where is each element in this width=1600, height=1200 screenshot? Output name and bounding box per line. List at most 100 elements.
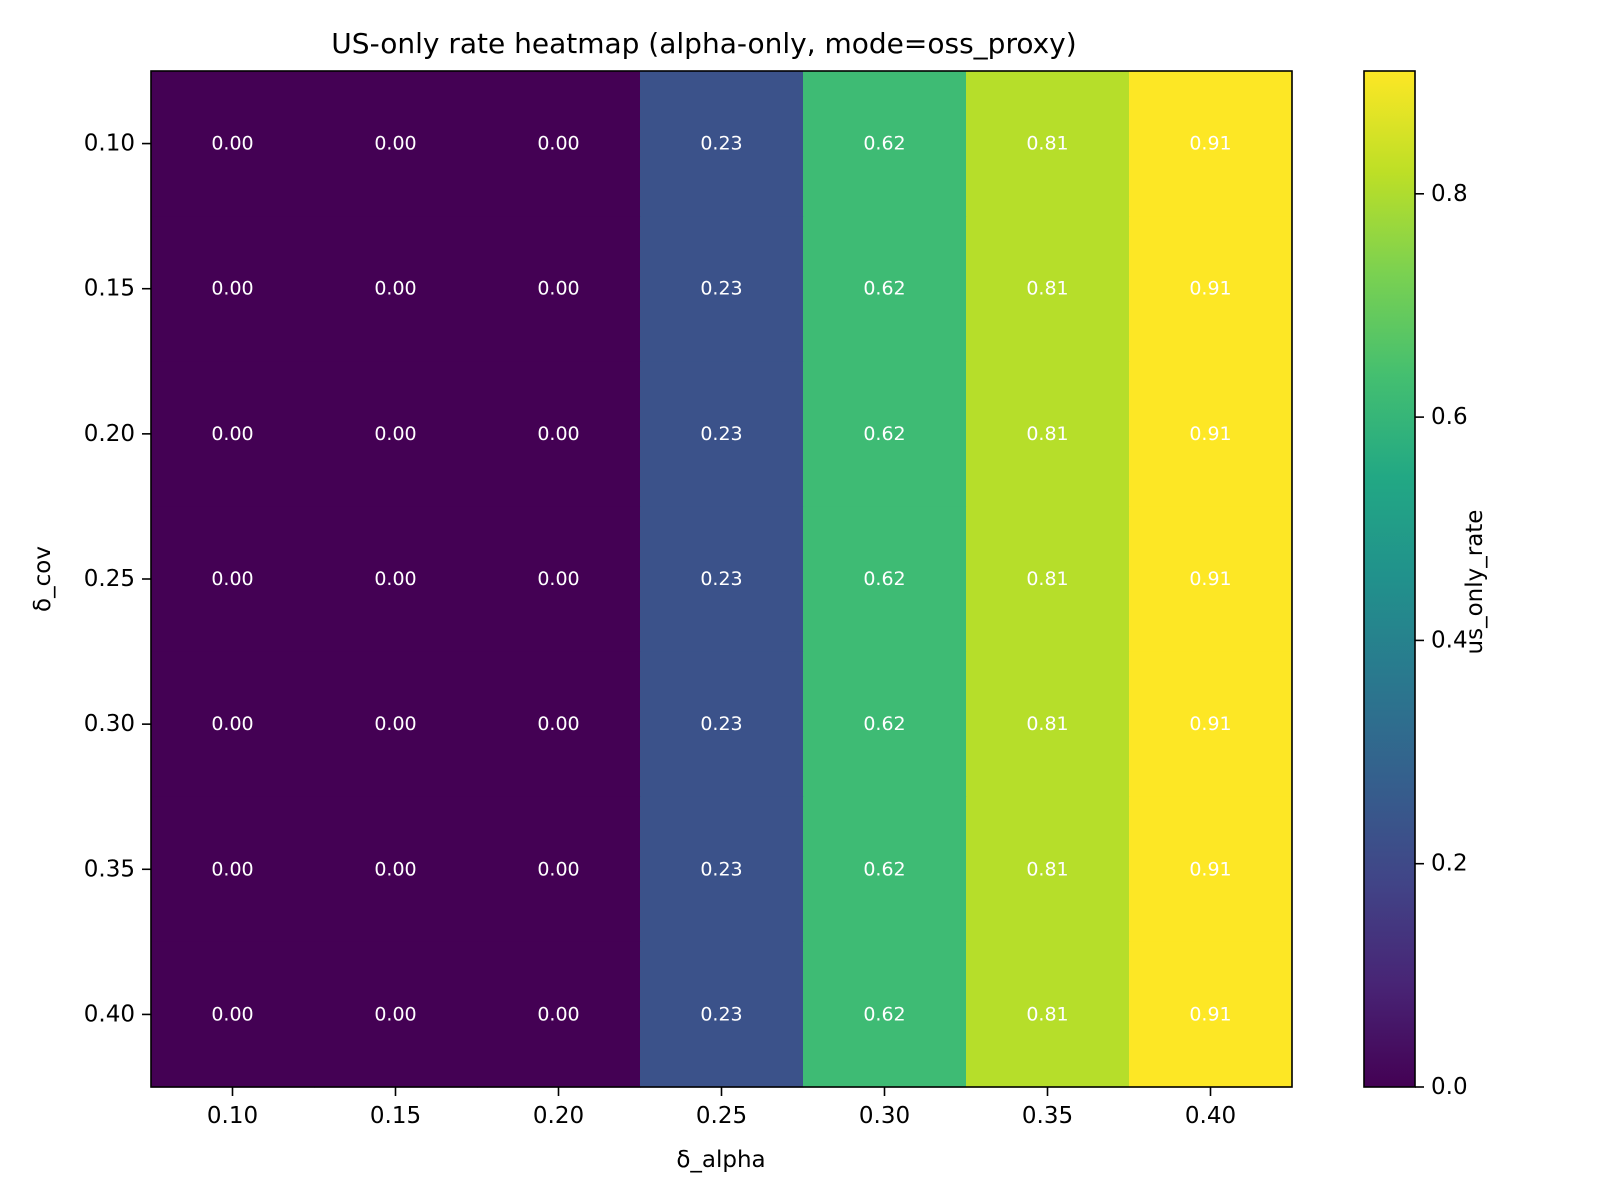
- cell-value-label: 0.81: [1026, 133, 1068, 155]
- heatmap-cell: [314, 651, 478, 798]
- y-tick-label: 0.10: [84, 131, 135, 157]
- heatmap-cell: [477, 651, 641, 798]
- cell-value-label: 0.00: [537, 1003, 579, 1025]
- heatmap-cell: [151, 71, 315, 217]
- heatmap-cell: [640, 941, 804, 1088]
- heatmap-cell: [803, 506, 967, 653]
- cell-value-label: 0.00: [211, 858, 253, 880]
- heatmap-cell: [477, 71, 641, 217]
- cell-value-label: 0.81: [1026, 858, 1068, 880]
- heatmap-cell: [966, 71, 1130, 217]
- heatmap-cell: [1129, 506, 1293, 653]
- cell-value-label: 0.00: [537, 133, 579, 155]
- y-tick-label: 0.15: [84, 276, 135, 302]
- heatmap-cell: [151, 941, 315, 1088]
- heatmap-cell: [1129, 216, 1293, 362]
- cell-value-label: 0.23: [700, 133, 742, 155]
- x-tick-label: 0.20: [533, 1103, 584, 1129]
- x-tick-label: 0.25: [696, 1103, 747, 1129]
- heatmap-cell: [803, 216, 967, 362]
- cell-value-label: 0.81: [1026, 423, 1068, 445]
- x-tick-label: 0.30: [859, 1103, 910, 1129]
- colorbar-tick-label: 0.8: [1431, 181, 1468, 207]
- chart-title: US-only rate heatmap (alpha-only, mode=o…: [331, 27, 1076, 60]
- colorbar-tick-label: 0.0: [1431, 1074, 1468, 1100]
- cell-value-label: 0.00: [211, 133, 253, 155]
- heatmap-cell: [1129, 941, 1293, 1088]
- heatmap-cell: [314, 941, 478, 1088]
- cell-value-label: 0.62: [863, 858, 905, 880]
- cell-value-label: 0.00: [374, 133, 416, 155]
- x-tick-label: 0.10: [207, 1103, 258, 1129]
- cell-value-label: 0.00: [537, 858, 579, 880]
- cell-value-label: 0.00: [211, 713, 253, 735]
- cell-value-label: 0.62: [863, 278, 905, 300]
- heatmap-cell: [966, 506, 1130, 653]
- cell-value-label: 0.00: [211, 423, 253, 445]
- cell-value-label: 0.91: [1189, 133, 1231, 155]
- cell-value-label: 0.23: [700, 713, 742, 735]
- heatmap-cell: [966, 941, 1130, 1088]
- heatmap-cell: [803, 941, 967, 1088]
- heatmap-cell: [640, 651, 804, 798]
- heatmap-cell: [640, 216, 804, 362]
- colorbar-tick-label: 0.6: [1431, 404, 1468, 430]
- heatmap-cell: [151, 506, 315, 653]
- y-axis-ticks: 0.10 0.15 0.20 0.25 0.30 0.35 0.40: [84, 131, 151, 1027]
- heatmap-cell: [151, 651, 315, 798]
- cell-value-label: 0.23: [700, 1003, 742, 1025]
- cell-value-label: 0.23: [700, 278, 742, 300]
- cell-value-label: 0.00: [537, 278, 579, 300]
- cell-value-label: 0.00: [211, 568, 253, 590]
- cell-value-label: 0.00: [537, 423, 579, 445]
- x-axis-ticks: 0.10 0.15 0.20 0.25 0.30 0.35 0.40: [207, 1087, 1236, 1129]
- cell-value-label: 0.91: [1189, 1003, 1231, 1025]
- y-tick-label: 0.35: [84, 856, 135, 882]
- colorbar-ticks: 0.0 0.2 0.4 0.6 0.8: [1415, 181, 1468, 1100]
- heatmap-cell: [314, 71, 478, 217]
- heatmap-cell: [314, 506, 478, 653]
- cell-value-label: 0.00: [537, 568, 579, 590]
- x-tick-label: 0.35: [1022, 1103, 1073, 1129]
- cell-value-label: 0.91: [1189, 713, 1231, 735]
- cell-value-label: 0.23: [700, 423, 742, 445]
- colorbar-tick-label: 0.4: [1431, 627, 1468, 653]
- cell-value-label: 0.62: [863, 1003, 905, 1025]
- cell-value-label: 0.00: [374, 858, 416, 880]
- heatmap-cell: [966, 216, 1130, 362]
- cell-value-label: 0.00: [374, 423, 416, 445]
- y-axis-label: δ_cov: [30, 546, 56, 612]
- cell-value-label: 0.62: [863, 133, 905, 155]
- heatmap-cell: [1129, 361, 1293, 508]
- heatmap-cell: [640, 361, 804, 508]
- heatmap-cell: [966, 651, 1130, 798]
- cell-value-label: 0.81: [1026, 568, 1068, 590]
- heatmap-cell: [477, 796, 641, 943]
- heatmap-cell: [477, 941, 641, 1088]
- heatmap-cell: [151, 361, 315, 508]
- y-tick-label: 0.40: [84, 1001, 135, 1027]
- cell-value-label: 0.00: [374, 1003, 416, 1025]
- y-tick-label: 0.20: [84, 421, 135, 447]
- heatmap-cell: [640, 506, 804, 653]
- cell-value-label: 0.91: [1189, 858, 1231, 880]
- colorbar: [1363, 70, 1416, 1088]
- heatmap-cell: [1129, 651, 1293, 798]
- heatmap-cell: [803, 796, 967, 943]
- heatmap-cell: [803, 361, 967, 508]
- cell-value-label: 0.81: [1026, 278, 1068, 300]
- cell-value-label: 0.00: [211, 278, 253, 300]
- cell-value-label: 0.23: [700, 858, 742, 880]
- cell-value-label: 0.81: [1026, 713, 1068, 735]
- heatmap-cell: [803, 651, 967, 798]
- heatmap-cell: [314, 216, 478, 362]
- cell-value-label: 0.00: [537, 713, 579, 735]
- cell-value-label: 0.00: [374, 568, 416, 590]
- cell-value-labels: 0.00 0.00 0.00 0.23 0.62 0.81 0.91 0.00 0.00 0.00…: [211, 133, 1231, 1026]
- heatmap-cell: [1129, 796, 1293, 943]
- cell-value-label: 0.23: [700, 568, 742, 590]
- cell-value-label: 0.62: [863, 568, 905, 590]
- heatmap-cells: [151, 71, 1293, 1088]
- heatmap-cell: [314, 361, 478, 508]
